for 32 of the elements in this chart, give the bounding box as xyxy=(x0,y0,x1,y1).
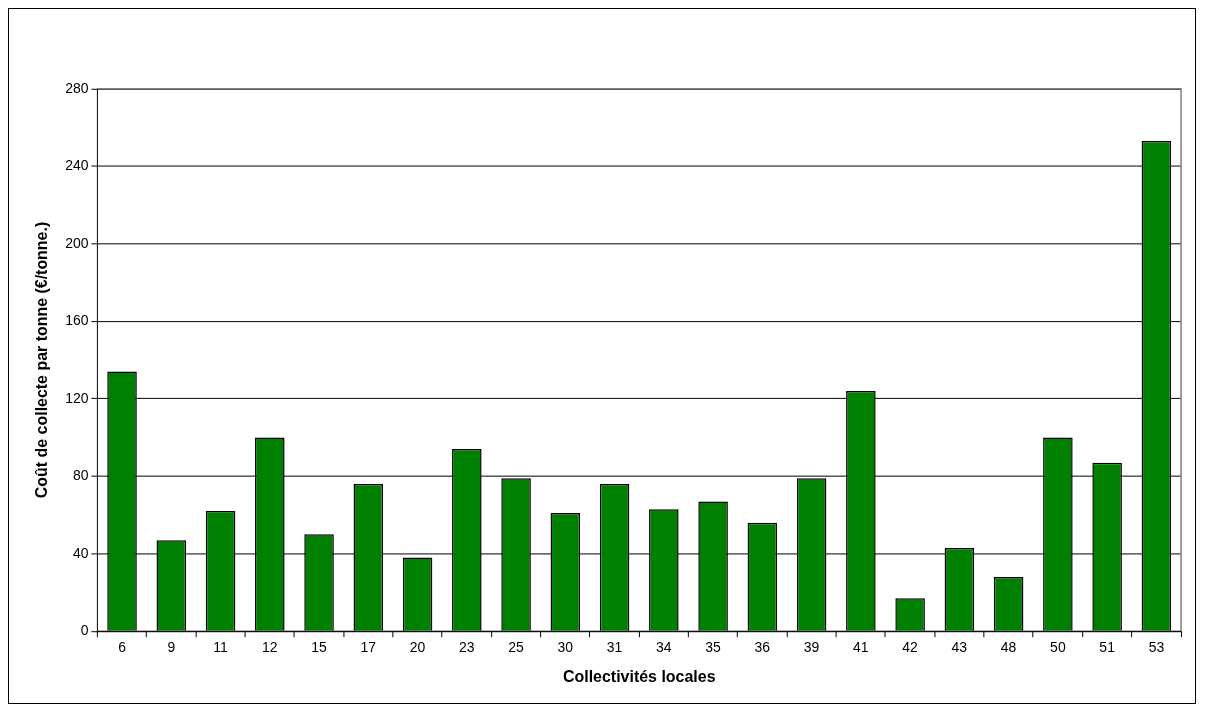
x-tick-label: 12 xyxy=(262,639,278,656)
x-tick-label: 41 xyxy=(853,639,869,656)
y-tick-label: 200 xyxy=(65,234,89,251)
x-tick-label: 9 xyxy=(167,639,176,656)
x-axis-title: Collectivités locales xyxy=(562,667,716,685)
x-tick-label: 35 xyxy=(705,639,722,656)
y-tick-label: 80 xyxy=(72,467,89,484)
x-tick-label: 34 xyxy=(656,639,672,656)
x-tick-label: 23 xyxy=(459,639,475,656)
x-tick-label: 15 xyxy=(311,639,328,656)
x-tick-label: 20 xyxy=(409,639,426,656)
x-tick-label: 25 xyxy=(508,639,525,656)
x-tick-label: 17 xyxy=(360,639,377,656)
x-tick-label: 50 xyxy=(1050,639,1066,656)
x-tick-label: 36 xyxy=(754,639,771,656)
x-tick-label: 42 xyxy=(902,639,919,656)
x-tick-label: 48 xyxy=(1000,639,1017,656)
y-tick-label: 40 xyxy=(72,544,89,561)
y-tick-label: 240 xyxy=(65,157,89,174)
y-tick-label: 160 xyxy=(65,312,89,329)
x-tick-label: 53 xyxy=(1148,639,1165,656)
x-tick-label: 11 xyxy=(213,639,229,656)
y-tick-label: 280 xyxy=(65,79,89,96)
x-tick-label: 43 xyxy=(951,639,968,656)
x-tick-label: 51 xyxy=(1099,639,1116,656)
x-tick-label: 6 xyxy=(118,639,127,656)
x-tick-label: 30 xyxy=(557,639,574,656)
x-tick-label: 39 xyxy=(803,639,820,656)
y-axis-title: Coût de collecte par tonne (€/tonne.) xyxy=(32,221,50,499)
x-tick-label: 31 xyxy=(606,639,623,656)
y-tick-label: 0 xyxy=(80,622,89,639)
y-tick-label: 120 xyxy=(65,389,89,406)
